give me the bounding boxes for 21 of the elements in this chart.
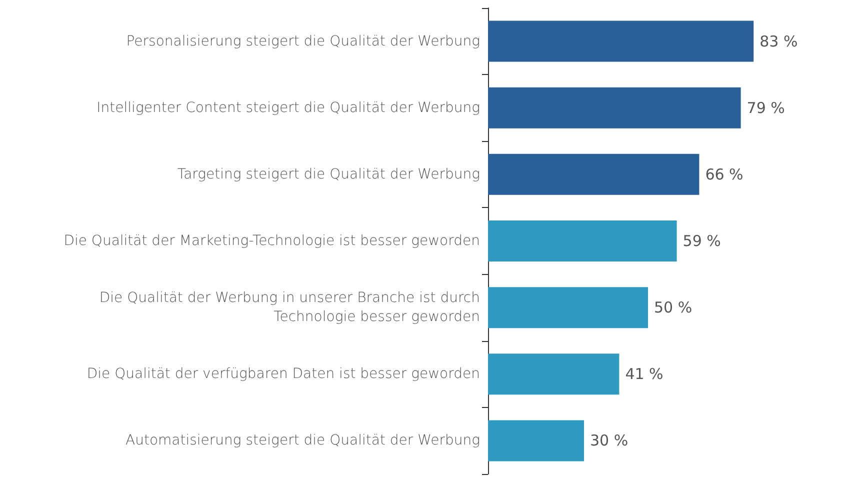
bar [488, 20, 754, 62]
y-tick-label: Die Qualität der verfügbaren Daten ist besser geworden [86, 366, 480, 382]
y-tick-label: Personalisierung steigert die Qualität der Werbung [126, 33, 480, 50]
data-label: 66 % [705, 165, 744, 184]
bar [488, 154, 700, 195]
bar [488, 354, 620, 395]
data-label: 83 % [760, 32, 798, 50]
y-tick-label: Intelligenter Content steigert die Qualität der Werbung [96, 100, 480, 116]
data-label: 50 % [654, 298, 692, 317]
y-tick-label: Die Qualität der Werbung in unserer Branche ist durch Technologie besser geworden [99, 290, 480, 326]
y-tick-label: Die Qualität der Marketing-Technologie ist besser geworden [64, 233, 480, 249]
data-label: 79 % [746, 98, 785, 117]
y-tick-label: Automatisierung steigert die Qualität der Werbung [126, 432, 480, 449]
bar [488, 287, 648, 328]
data-label: 30 % [590, 432, 628, 450]
data-label: 41 % [625, 365, 664, 384]
bar [488, 220, 677, 262]
data-label: 59 % [682, 232, 721, 250]
y-tick-label: Targeting steigert die Qualität der Werbung [177, 166, 480, 182]
bar [488, 87, 741, 128]
bar [488, 420, 584, 462]
